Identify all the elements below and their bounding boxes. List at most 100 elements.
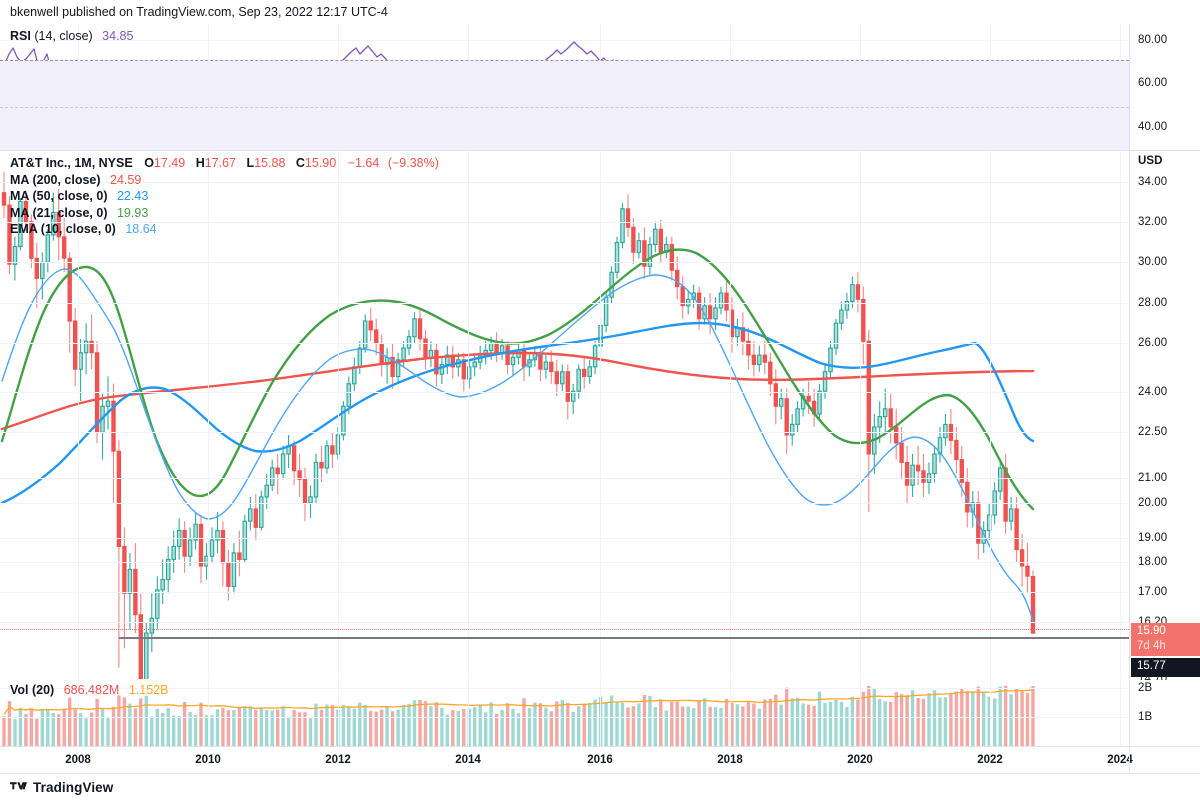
rsi-pane: RSI (14, close) 34.85 <box>0 24 1200 150</box>
ma21-label: MA (21, close, 0) <box>10 205 108 220</box>
volume-plot <box>0 680 1129 746</box>
vgrid <box>600 680 601 746</box>
open-label: O <box>144 156 154 170</box>
time-tick: 2008 <box>65 754 91 766</box>
volume-tick: 1B <box>1138 711 1153 723</box>
ma200-label: MA (200, close) <box>10 172 101 187</box>
price-tick: 32.00 <box>1138 216 1168 228</box>
rsi-legend: RSI (14, close) 34.85 <box>10 28 133 45</box>
gridline <box>0 303 1129 304</box>
price-pane: AT&T Inc., 1M, NYSE O17.49 H17.67 L15.88… <box>0 151 1200 679</box>
vgrid <box>338 151 339 679</box>
low-value: 15.88 <box>254 156 286 170</box>
price-axis[interactable]: USD 34.00 32.00 30.00 28.00 26.00 24.00 22.50 2… <box>1129 151 1200 685</box>
vgrid <box>990 151 991 679</box>
rsi-middle-line <box>0 107 1129 108</box>
gridline <box>0 392 1129 393</box>
ema10-value: 18.64 <box>125 222 157 236</box>
time-tick: 2012 <box>325 754 351 766</box>
gridline <box>0 592 1129 593</box>
vgrid <box>1120 151 1121 679</box>
rsi-label: RSI <box>10 29 31 43</box>
symbol-legend-row: AT&T Inc., 1M, NYSE O17.49 H17.67 L15.88… <box>10 155 439 172</box>
published-text: bkenwell published on TradingView.com, S… <box>10 5 388 19</box>
brand-name: TradingView <box>33 780 114 795</box>
current-price-line <box>119 637 1129 639</box>
volume-ma-value: 1.152B <box>128 683 169 697</box>
volume-label: Vol (20) <box>10 683 55 697</box>
time-tick: 2010 <box>195 754 221 766</box>
ma200-value: 24.59 <box>110 172 142 187</box>
rsi-value: 34.85 <box>102 29 134 43</box>
current-price-value: 15.77 <box>1137 660 1166 672</box>
time-tick: 2024 <box>1107 754 1133 766</box>
last-price-line <box>0 629 1129 630</box>
symbol-title[interactable]: AT&T Inc., 1M, NYSE <box>10 156 133 170</box>
rsi-overbought-line <box>0 60 1129 61</box>
volume-value: 686.482M <box>63 683 120 697</box>
gridline <box>0 688 1129 689</box>
high-label: H <box>195 156 205 170</box>
vgrid <box>990 680 991 746</box>
gridline <box>0 538 1129 539</box>
price-legend: AT&T Inc., 1M, NYSE O17.49 H17.67 L15.88… <box>10 155 439 238</box>
change-percent: (−9.38%) <box>387 156 439 170</box>
volume-tick: 2B <box>1138 682 1153 694</box>
gridline <box>0 622 1129 623</box>
price-tick: 21.00 <box>1138 472 1168 484</box>
ma21-line <box>0 248 1035 511</box>
rsi-legend-row: RSI (14, close) 34.85 <box>10 28 133 45</box>
ma200-line <box>0 351 1035 431</box>
time-tick: 2018 <box>717 754 743 766</box>
gridline <box>0 127 1129 128</box>
low-label: L <box>246 156 255 170</box>
volume-axis[interactable]: 2B 1B <box>1129 680 1200 746</box>
footer: TradingView <box>10 780 113 795</box>
price-tick: 26.00 <box>1138 337 1168 349</box>
ma50-line <box>0 321 1035 505</box>
price-tick: 17.00 <box>1138 586 1168 598</box>
time-tick: 2022 <box>977 754 1003 766</box>
gridline <box>0 182 1129 183</box>
vgrid <box>860 680 861 746</box>
vgrid <box>468 680 469 746</box>
ema10-label: EMA (10, close, 0) <box>10 222 116 236</box>
price-tick: 34.00 <box>1138 176 1168 188</box>
price-plot <box>0 151 1129 679</box>
volume-series <box>2 686 1035 746</box>
published-bar: bkenwell published on TradingView.com, S… <box>0 0 1200 24</box>
gridline <box>0 717 1129 718</box>
ma200-legend-row[interactable]: MA (200, close) 24.59 <box>10 172 439 189</box>
time-axis[interactable]: 2008 2010 2012 2014 2016 2018 2020 2022 2024 <box>0 746 1200 774</box>
ema10-legend-row[interactable]: EMA (10, close, 0) 18.64 <box>10 221 439 238</box>
high-value: 17.67 <box>204 156 236 170</box>
gridline <box>0 262 1129 263</box>
vgrid <box>208 151 209 679</box>
rsi-plot <box>0 24 1129 150</box>
price-tick: 24.00 <box>1138 386 1168 398</box>
gridline <box>0 503 1129 504</box>
rsi-price-axis[interactable]: 80.00 60.00 40.00 <box>1129 24 1200 150</box>
bar-countdown: 7d 4h <box>1137 639 1166 652</box>
gridline <box>0 83 1129 84</box>
currency-label: USD <box>1138 155 1163 167</box>
volume-pane: Vol (20) 686.482M 1.152B <box>0 680 1200 746</box>
close-label: C <box>295 156 305 170</box>
gridline <box>0 432 1129 433</box>
time-axis-separator <box>1129 746 1130 774</box>
price-tick: 18.00 <box>1138 556 1168 568</box>
last-price-badge: 15.90 7d 4h <box>1131 623 1200 656</box>
open-value: 17.49 <box>153 156 186 170</box>
ma21-legend-row[interactable]: MA (21, close, 0) 19.93 <box>10 205 439 222</box>
vgrid <box>730 151 731 679</box>
price-tick: 19.00 <box>1138 532 1168 544</box>
vgrid <box>730 680 731 746</box>
gridline <box>0 40 1129 41</box>
ma50-value: 22.43 <box>116 189 149 203</box>
ma50-legend-row[interactable]: MA (50, close, 0) 22.43 <box>10 188 439 205</box>
gridline <box>0 343 1129 344</box>
ma21-value: 19.93 <box>116 205 149 220</box>
volume-legend[interactable]: Vol (20) 686.482M 1.152B <box>10 683 168 697</box>
vgrid <box>78 680 79 746</box>
ema10-line <box>1 268 1034 622</box>
